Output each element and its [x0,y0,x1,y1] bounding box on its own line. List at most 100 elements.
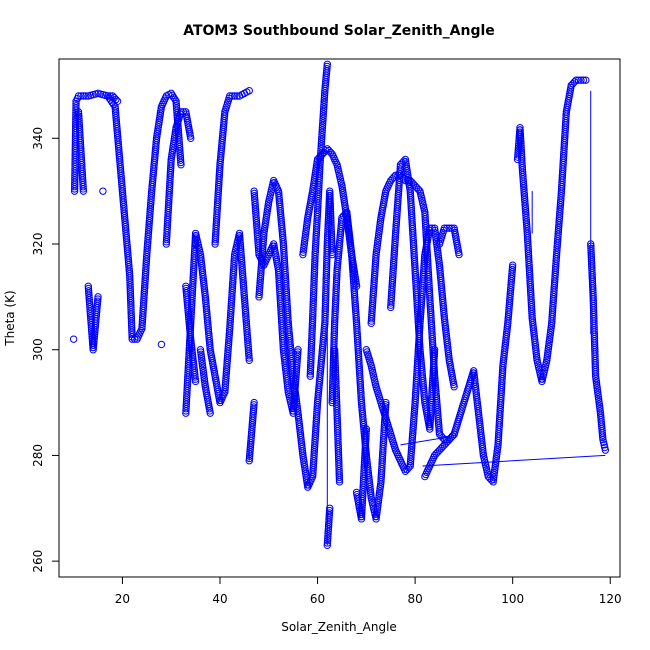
data-point [250,403,258,411]
data-point [196,346,205,354]
data-point [491,459,500,468]
data-point [199,366,207,375]
data-point [376,487,384,495]
data-point [325,513,333,522]
data-point [433,247,442,255]
data-point [373,505,382,514]
data-point [319,112,327,120]
data-point [599,433,607,442]
data-point [303,218,311,226]
data-point [434,249,442,258]
data-point [404,176,412,185]
data-point [317,135,326,143]
data-point [306,367,315,376]
data-point [293,404,302,413]
data-point [544,349,552,358]
data-point [543,356,551,364]
data-point [434,254,443,262]
data-point [432,238,441,246]
data-point [106,92,114,100]
data-point [489,475,498,484]
data-point [362,427,370,435]
data-point [319,119,327,127]
data-point [319,114,327,123]
data-point [318,124,327,132]
data-point [599,435,607,444]
data-points [69,60,610,549]
data-point [320,103,328,111]
y-tick-label: 280 [31,444,45,467]
data-point [324,525,333,533]
data-point [319,105,328,113]
x-tick-label: 40 [212,592,227,606]
data-point [167,89,175,98]
data-point [316,156,324,164]
data-point [601,446,610,454]
data-point [321,87,329,95]
data-point [440,224,449,232]
y-axis-label: Theta (K) [3,290,17,346]
data-point [104,92,112,100]
data-point [200,371,208,379]
data-point [72,99,80,108]
data-point [69,335,78,343]
data-point [302,225,310,233]
data-point [324,532,332,540]
data-point [443,224,451,232]
data-point [157,340,166,349]
data-point [335,475,344,484]
y-tick-label: 300 [31,338,45,361]
data-point [226,92,234,100]
data-point [290,379,298,387]
data-point [250,398,258,407]
connector-line [422,454,606,467]
data-point [320,93,329,102]
data-point [245,356,253,364]
data-point [592,377,600,385]
data-point [321,89,329,97]
data-point [570,78,579,86]
data-point [490,471,498,479]
data-point [543,351,552,360]
data-point [320,98,328,106]
data-point [320,96,328,104]
data-point [450,383,458,391]
data-point [375,230,383,238]
data-point [290,381,299,390]
data-point [401,176,410,185]
data-point [432,236,440,244]
data-point [291,388,299,397]
data-point [376,223,384,231]
data-point [546,331,554,339]
data-point [79,185,87,193]
data-point [318,133,326,141]
data-point [94,293,102,301]
data-point [592,379,601,387]
data-point [79,92,88,100]
data-point [544,347,552,355]
data-point [289,374,298,383]
data-point [197,350,205,359]
data-point [430,224,439,232]
data-point [400,175,408,183]
data-point [431,231,440,239]
data-point [545,335,554,344]
data-point [455,250,463,259]
data-point [294,346,302,354]
data-point [318,126,326,134]
data-point [544,345,553,353]
data-point [574,76,583,84]
data-point [435,428,444,436]
data-point [197,355,206,363]
data-point [373,239,382,247]
data-point [228,92,236,100]
data-point [200,373,208,382]
data-point [250,401,258,409]
data-point [306,372,314,380]
data-point [320,91,329,100]
data-point [372,515,380,523]
data-point [595,397,603,406]
data-point [448,432,457,440]
data-point [198,359,206,368]
